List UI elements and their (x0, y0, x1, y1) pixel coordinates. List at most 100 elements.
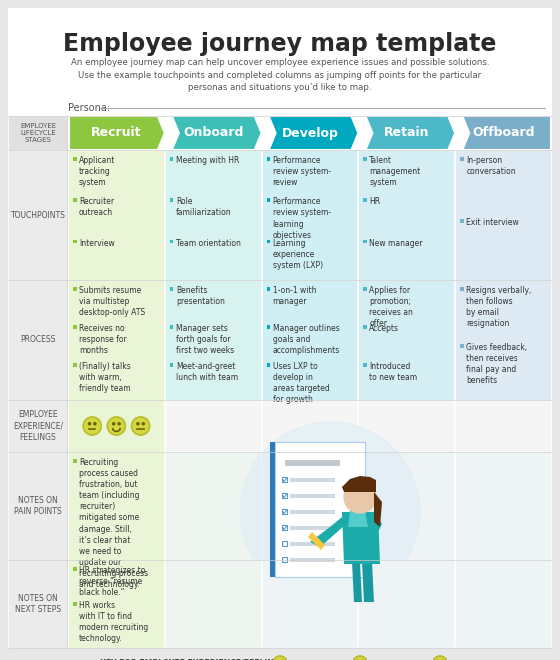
Bar (363, 325, 367, 329)
Text: Exit interview: Exit interview (466, 218, 519, 227)
Circle shape (113, 422, 115, 425)
Polygon shape (308, 532, 325, 550)
Polygon shape (172, 116, 262, 150)
Bar (460, 344, 464, 348)
Text: Retain: Retain (384, 127, 430, 139)
Bar (290, 494, 335, 498)
Bar (170, 240, 173, 243)
Text: NOTES ON
PAIN POINTS: NOTES ON PAIN POINTS (14, 496, 62, 516)
Bar (8, 116, 67, 150)
Text: Benefits
presentation: Benefits presentation (176, 286, 225, 306)
Bar (165, 280, 260, 400)
Bar (363, 240, 367, 243)
Text: Employee journey map template: Employee journey map template (63, 32, 497, 56)
Bar (262, 452, 357, 560)
Bar (363, 199, 367, 202)
Text: Meet-and-greet
lunch with team: Meet-and-greet lunch with team (176, 362, 238, 382)
Polygon shape (374, 517, 382, 532)
Circle shape (142, 422, 144, 425)
Bar (73, 567, 77, 570)
Text: HR works
with IT to find
modern recruiting
technology.: HR works with IT to find modern recruiti… (79, 601, 148, 644)
Bar (262, 150, 357, 280)
Circle shape (83, 417, 101, 435)
Circle shape (137, 422, 139, 425)
Bar (460, 219, 464, 222)
Bar (165, 400, 260, 452)
Bar (290, 478, 335, 482)
Bar (170, 363, 173, 366)
Bar (165, 560, 260, 648)
Bar (290, 542, 335, 546)
Bar (282, 557, 287, 562)
Text: Interview: Interview (79, 239, 115, 248)
Bar (285, 460, 340, 466)
Circle shape (353, 656, 367, 660)
Circle shape (88, 422, 91, 425)
Bar (358, 452, 454, 560)
Text: Learning
experience
system (LXP): Learning experience system (LXP) (273, 239, 323, 270)
Bar (363, 363, 367, 366)
Bar (267, 199, 270, 202)
Text: EMPLOYEE
LIFECYCLE
STAGES: EMPLOYEE LIFECYCLE STAGES (20, 123, 56, 143)
Text: In-person
conversation: In-person conversation (466, 156, 516, 176)
Bar (363, 157, 367, 160)
Text: Team orientation: Team orientation (176, 239, 241, 248)
Bar (363, 287, 367, 290)
Bar (282, 541, 287, 546)
Bar (358, 400, 454, 452)
Text: Receives no
response for
months: Receives no response for months (79, 324, 127, 355)
Text: Offboard: Offboard (472, 127, 535, 139)
Polygon shape (365, 116, 455, 150)
Bar (68, 150, 164, 280)
Text: Performance
review system-
learning
objectives: Performance review system- learning obje… (273, 197, 331, 240)
Bar (73, 287, 77, 290)
Bar (68, 400, 164, 452)
Text: An employee journey map can help uncover employee experience issues and possible: An employee journey map can help uncover… (71, 58, 489, 92)
Bar (170, 325, 173, 329)
Bar (8, 452, 67, 560)
Bar (455, 452, 551, 560)
Bar (358, 150, 454, 280)
Bar (282, 525, 287, 530)
Bar (455, 280, 551, 400)
Bar (290, 526, 335, 529)
Circle shape (132, 417, 150, 435)
Text: Recruit: Recruit (91, 127, 142, 139)
Bar (460, 157, 464, 160)
Bar (170, 199, 173, 202)
Bar (267, 363, 270, 366)
Text: Manager outlines
goals and
accomplishments: Manager outlines goals and accomplishmen… (273, 324, 340, 355)
Polygon shape (342, 476, 376, 492)
Bar (8, 150, 67, 280)
Polygon shape (348, 510, 368, 527)
Bar (358, 280, 454, 400)
Bar (8, 280, 67, 400)
Bar (282, 477, 287, 482)
Text: Role
familiarization: Role familiarization (176, 197, 231, 217)
Bar (73, 199, 77, 202)
Bar (73, 157, 77, 160)
Text: (Finally) talks
with warm,
friendly team: (Finally) talks with warm, friendly team (79, 362, 130, 393)
Bar (282, 509, 287, 514)
Text: Accepts: Accepts (370, 324, 399, 333)
Text: Applies for
promotion;
receives an
offer: Applies for promotion; receives an offer (370, 286, 413, 328)
Polygon shape (69, 116, 165, 150)
Bar (455, 150, 551, 280)
Bar (73, 325, 77, 329)
Circle shape (118, 422, 120, 425)
Text: TOUCHPOINTS: TOUCHPOINTS (11, 211, 66, 220)
Bar (455, 560, 551, 648)
Bar (73, 459, 77, 463)
Bar (267, 240, 270, 243)
Bar (270, 442, 275, 577)
Bar (165, 452, 260, 560)
Circle shape (273, 656, 287, 660)
Circle shape (94, 422, 96, 425)
Text: NOTES ON
NEXT STEPS: NOTES ON NEXT STEPS (15, 594, 61, 614)
Polygon shape (306, 535, 310, 539)
Bar (262, 560, 357, 648)
Polygon shape (269, 116, 358, 150)
Bar (358, 560, 454, 648)
Text: Introduced
to new team: Introduced to new team (370, 362, 418, 382)
Text: Recruiting
process caused
frustration, but
team (including
recruiter)
mitigated : Recruiting process caused frustration, b… (79, 458, 148, 589)
